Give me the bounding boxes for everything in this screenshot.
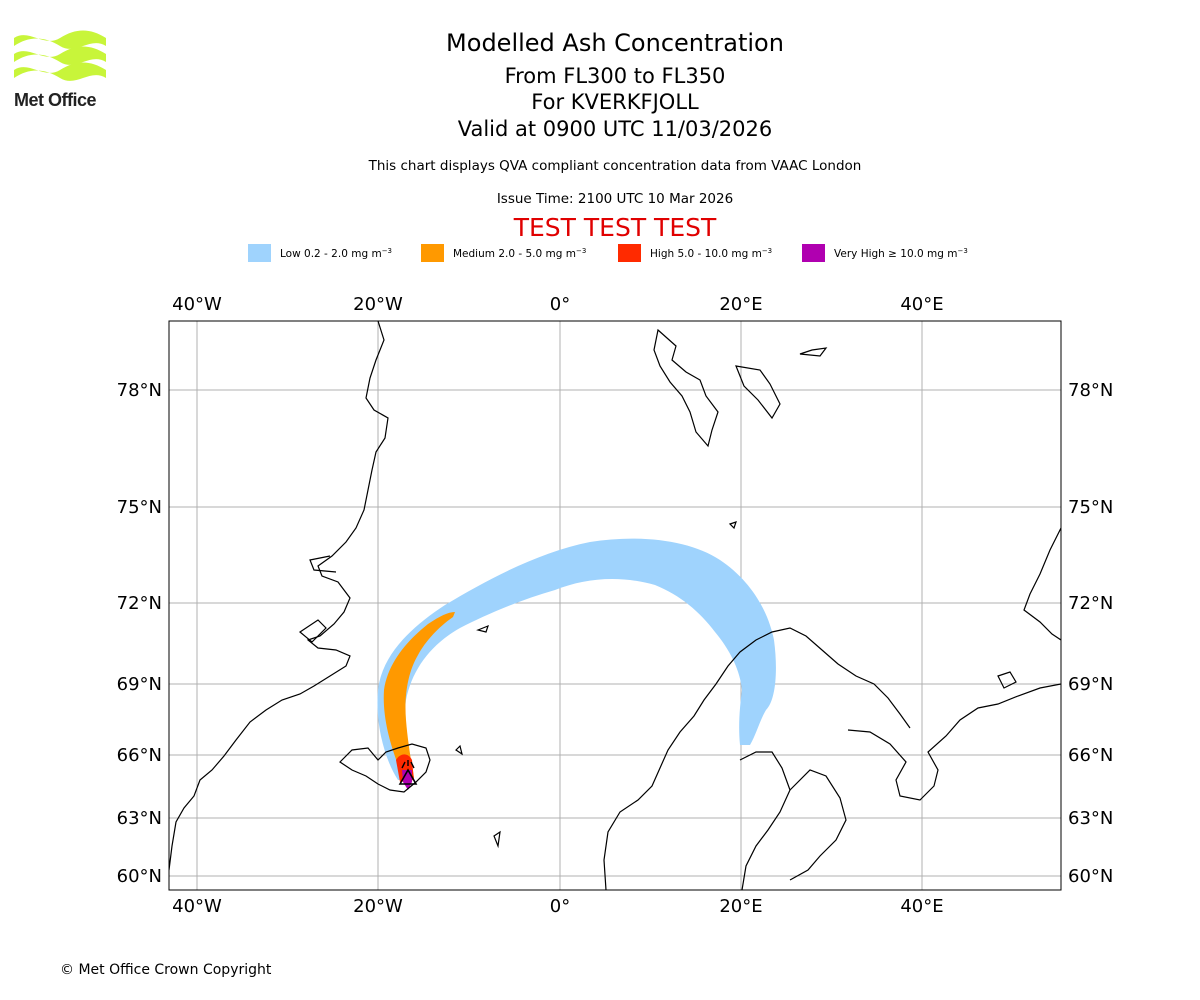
lon-label-bottom-20e: 20°E xyxy=(719,896,762,917)
lon-label-top-20w: 20°W xyxy=(353,294,403,315)
coastline-greenland-fjord xyxy=(309,555,337,573)
lat-label-right-78n: 78°N xyxy=(1068,380,1113,401)
flight-level-range: From FL300 to FL350 xyxy=(504,64,726,88)
coastline-sweden-finland xyxy=(739,751,791,890)
legend-label-low: Low 0.2 - 2.0 mg m xyxy=(280,248,382,260)
lat-label-left-72n: 72°N xyxy=(117,593,162,614)
coastline-jan-mayen xyxy=(476,624,489,633)
compliance-note: This chart displays QVA compliant concen… xyxy=(368,158,862,174)
lat-label-right-69n: 69°N xyxy=(1068,674,1113,695)
lon-label-bottom-40e: 40°E xyxy=(900,896,943,917)
lon-label-top-40w: 40°W xyxy=(172,294,222,315)
coastline-greenland xyxy=(169,321,389,871)
coastline-finland-coast xyxy=(789,769,847,881)
lat-label-right-63n: 63°N xyxy=(1068,808,1113,829)
lon-label-bottom-0: 0° xyxy=(550,896,570,917)
legend-swatch-very-high xyxy=(802,244,825,262)
lat-label-right-66n: 66°N xyxy=(1068,745,1113,766)
lon-label-top-0: 0° xyxy=(550,294,570,315)
legend-label-very-high: Very High ≥ 10.0 mg m xyxy=(834,248,958,260)
valid-time: Valid at 0900 UTC 11/03/2026 xyxy=(457,117,773,141)
lon-label-bottom-40w: 40°W xyxy=(172,896,222,917)
volcano-name: For KVERKFJOLL xyxy=(531,90,699,114)
coastline-bear-island xyxy=(728,521,737,530)
coastline-svalbard-east xyxy=(735,365,781,420)
legend-swatch-high xyxy=(618,244,641,262)
coastline-iceland xyxy=(339,743,431,793)
lat-label-right-72n: 72°N xyxy=(1068,593,1113,614)
lat-label-left-66n: 66°N xyxy=(117,745,162,766)
lat-label-right-60n: 60°N xyxy=(1068,866,1113,887)
coastline-kola xyxy=(847,683,1061,801)
lat-label-left-69n: 69°N xyxy=(117,674,162,695)
issue-time: Issue Time: 2100 UTC 10 Mar 2026 xyxy=(496,191,734,207)
lon-label-top-20e: 20°E xyxy=(719,294,762,315)
map-frame xyxy=(168,320,1062,891)
coastline-norway xyxy=(603,627,911,890)
coastline-svalbard xyxy=(653,328,719,448)
legend-label-medium: Medium 2.0 - 5.0 mg m xyxy=(453,248,576,260)
gridlines xyxy=(169,321,1061,890)
legend-swatch-medium xyxy=(421,244,444,262)
lat-label-left-60n: 60°N xyxy=(117,866,162,887)
copyright: © Met Office Crown Copyright xyxy=(60,962,272,978)
lon-label-top-40e: 40°E xyxy=(900,294,943,315)
coastline-faroe xyxy=(455,744,463,756)
ash-plume-medium xyxy=(383,612,455,778)
ash-plume-low xyxy=(377,538,776,780)
test-banner: TEST TEST TEST xyxy=(513,213,717,242)
met-office-waves-icon xyxy=(14,30,106,81)
coastline-franz-josef xyxy=(799,347,828,357)
lat-label-left-78n: 78°N xyxy=(117,380,162,401)
met-office-logo: Met Office xyxy=(14,30,106,112)
volcano-triangle-icon xyxy=(398,760,418,785)
coastline-greenland-island xyxy=(298,619,327,643)
coastline-kolguyev xyxy=(997,671,1017,689)
map-content xyxy=(169,321,1061,890)
chart-title: Modelled Ash Concentration xyxy=(446,29,784,57)
lat-label-left-63n: 63°N xyxy=(117,808,162,829)
lon-label-bottom-20w: 20°W xyxy=(353,896,403,917)
coastline-novaya-zemlya xyxy=(1023,527,1061,641)
legend-label-high: High 5.0 - 10.0 mg m xyxy=(650,248,762,260)
coastlines xyxy=(169,321,1061,890)
lat-label-left-75n: 75°N xyxy=(117,497,162,518)
logo-text: Met Office xyxy=(14,90,97,110)
legend-swatch-low xyxy=(248,244,271,262)
lat-label-right-75n: 75°N xyxy=(1068,497,1113,518)
coastline-shetland xyxy=(493,830,501,849)
